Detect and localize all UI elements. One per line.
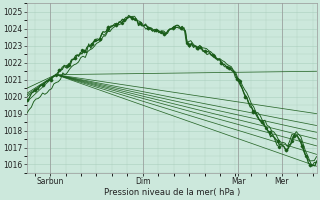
X-axis label: Pression niveau de la mer( hPa ): Pression niveau de la mer( hPa ) [104, 188, 240, 197]
